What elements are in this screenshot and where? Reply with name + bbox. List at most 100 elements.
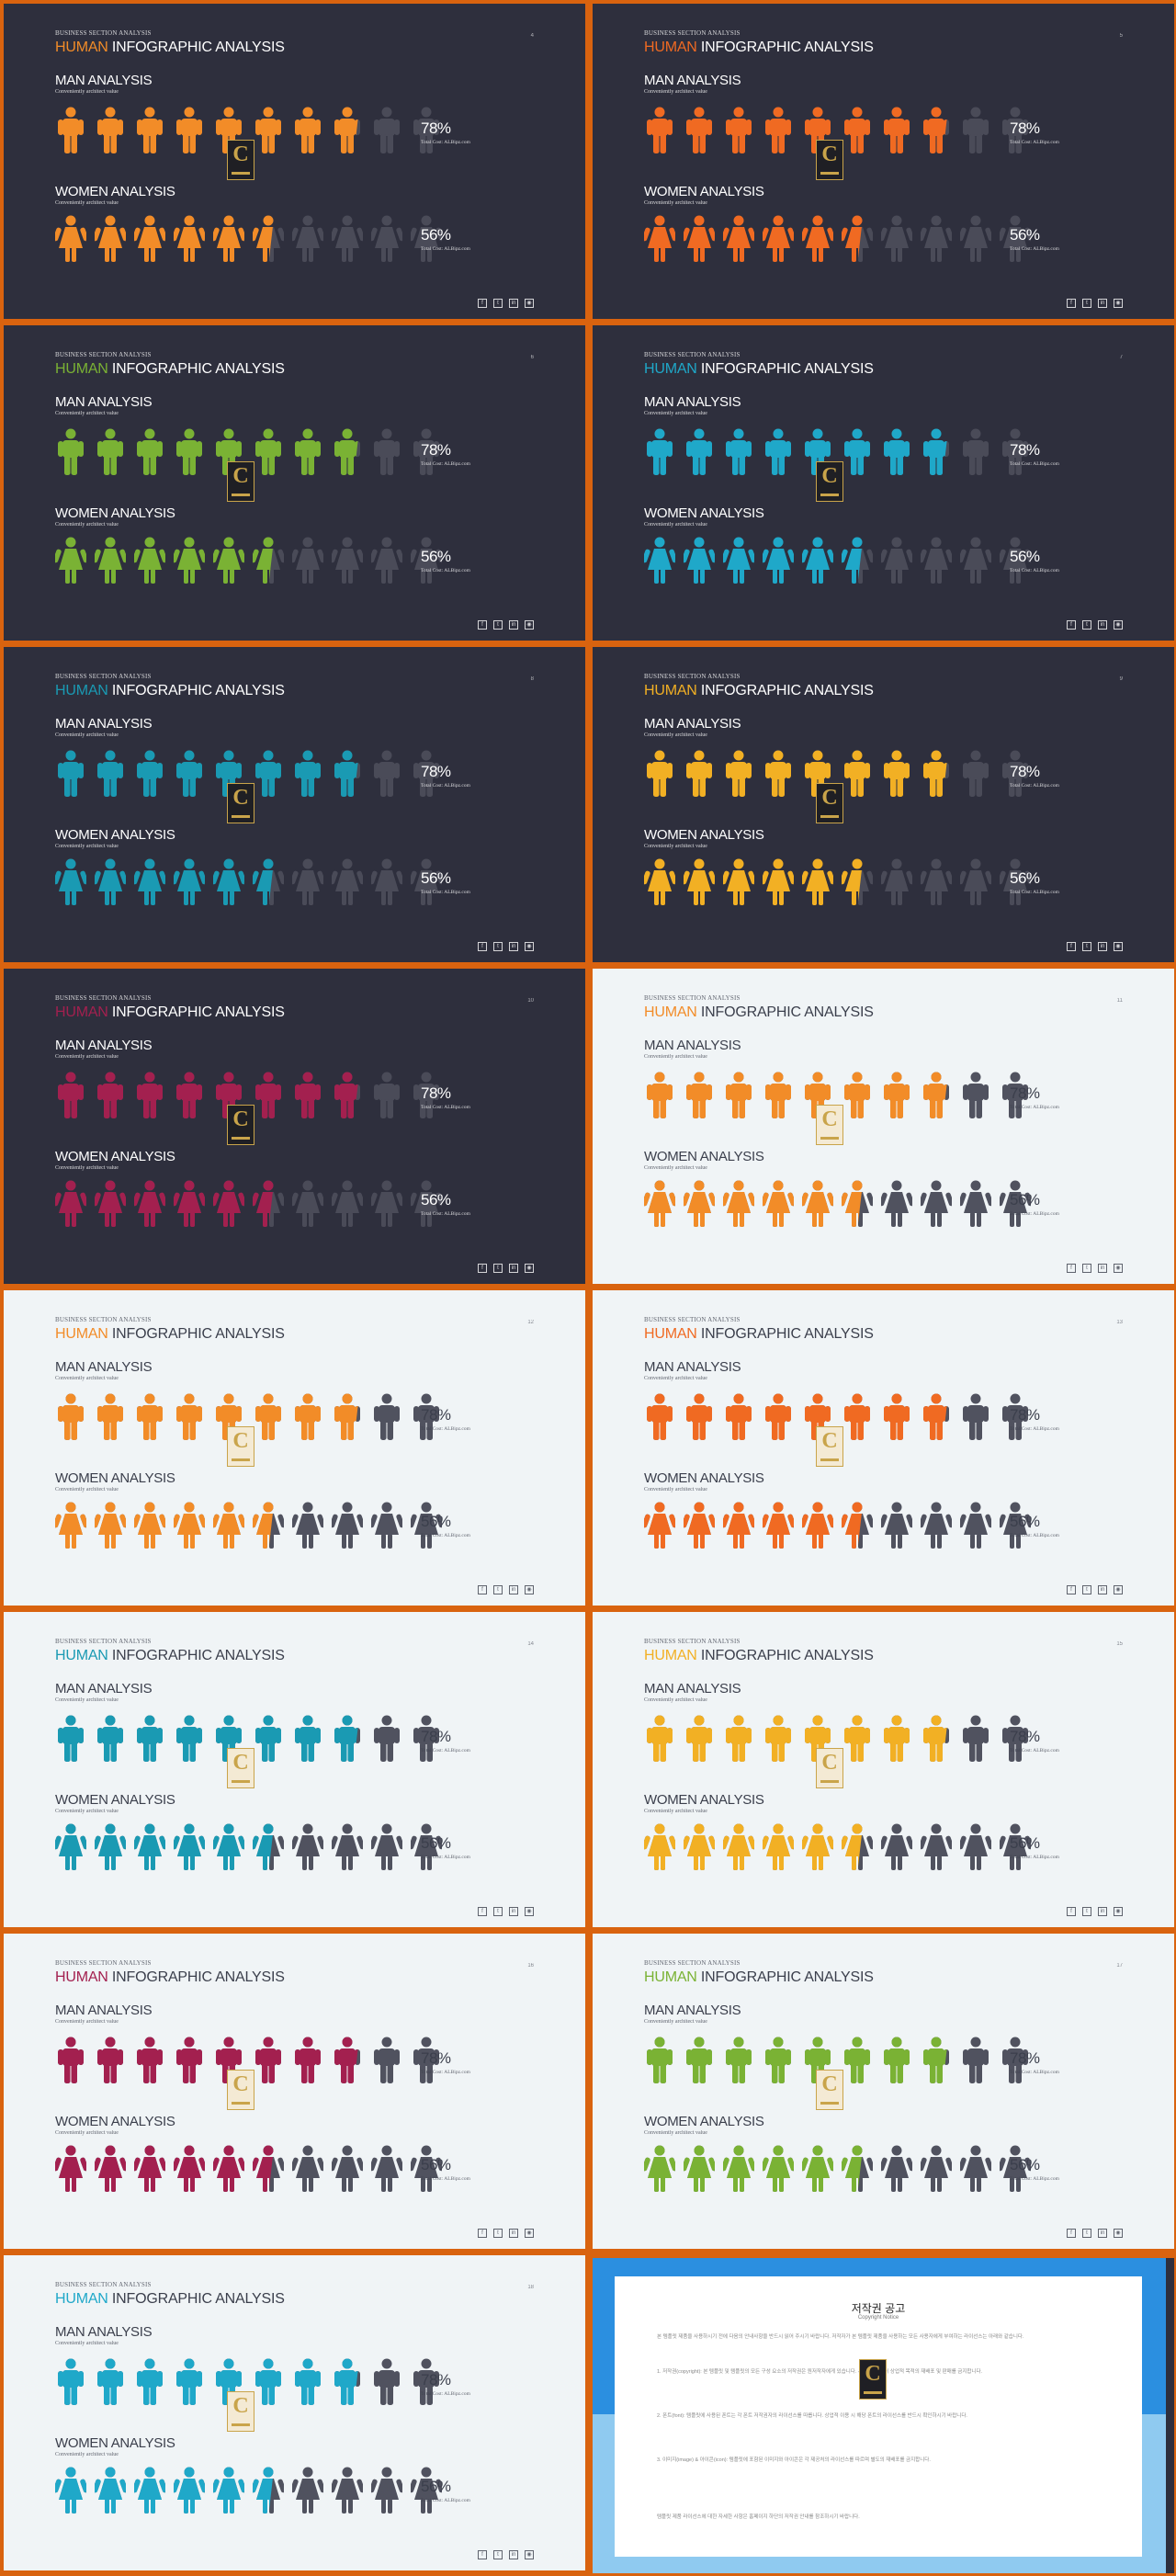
linkedin-icon[interactable]: in xyxy=(509,1907,518,1916)
man-figure-icon xyxy=(844,2037,870,2083)
title-rest: INFOGRAPHIC ANALYSIS xyxy=(700,1004,874,1020)
twitter-icon[interactable]: t xyxy=(1082,299,1091,308)
section-label: BUSINESS SECTION ANALYSIS xyxy=(644,1638,741,1645)
facebook-icon[interactable]: f xyxy=(478,1264,487,1273)
instagram-icon[interactable]: ◉ xyxy=(1114,299,1123,308)
linkedin-icon[interactable]: in xyxy=(509,2229,518,2238)
twitter-icon[interactable]: t xyxy=(493,1585,503,1594)
facebook-icon[interactable]: f xyxy=(1067,942,1076,951)
man-figure-row xyxy=(55,2037,442,2084)
instagram-icon[interactable]: ◉ xyxy=(1114,1585,1123,1594)
facebook-icon[interactable]: f xyxy=(478,1585,487,1594)
section-label: BUSINESS SECTION ANALYSIS xyxy=(644,673,741,680)
facebook-icon[interactable]: f xyxy=(478,2550,487,2559)
twitter-icon[interactable]: t xyxy=(493,2229,503,2238)
woman-figure-icon xyxy=(802,1180,833,1227)
linkedin-icon[interactable]: in xyxy=(509,1585,518,1594)
man-section-subtitle: Conveniently architect value xyxy=(55,2341,119,2346)
instagram-icon[interactable]: ◉ xyxy=(525,620,534,630)
man-figure-icon xyxy=(334,1393,360,1440)
man-section-title: MAN ANALYSIS xyxy=(644,1681,741,1697)
linkedin-icon[interactable]: in xyxy=(1098,1585,1107,1594)
woman-figure-icon xyxy=(332,1823,363,1870)
woman-figure-icon xyxy=(253,1502,284,1549)
linkedin-icon[interactable]: in xyxy=(1098,620,1107,630)
woman-figure-icon xyxy=(842,1180,873,1227)
man-figure-icon xyxy=(647,428,673,475)
linkedin-icon[interactable]: in xyxy=(509,1264,518,1273)
facebook-icon[interactable]: f xyxy=(1067,299,1076,308)
instagram-icon[interactable]: ◉ xyxy=(1114,620,1123,630)
copyright-card: 저작권 공고 Copyright Notice 본 템플릿 제품을 사용하시기 … xyxy=(615,2276,1142,2557)
man-section-subtitle: Conveniently architect value xyxy=(644,411,707,416)
instagram-icon[interactable]: ◉ xyxy=(1114,1907,1123,1916)
man-figure-icon xyxy=(176,428,202,475)
twitter-icon[interactable]: t xyxy=(1082,942,1091,951)
linkedin-icon[interactable]: in xyxy=(1098,942,1107,951)
man-figure-icon xyxy=(923,107,949,153)
twitter-icon[interactable]: t xyxy=(1082,1585,1091,1594)
woman-figure-icon xyxy=(644,858,675,905)
women-figure-row xyxy=(55,1180,442,1228)
social-links: f t in ◉ xyxy=(1067,2229,1123,2238)
facebook-icon[interactable]: f xyxy=(1067,620,1076,630)
twitter-icon[interactable]: t xyxy=(1082,2229,1091,2238)
facebook-icon[interactable]: f xyxy=(478,299,487,308)
facebook-icon[interactable]: f xyxy=(1067,2229,1076,2238)
linkedin-icon[interactable]: in xyxy=(1098,2229,1107,2238)
instagram-icon[interactable]: ◉ xyxy=(525,942,534,951)
woman-figure-icon xyxy=(253,2467,284,2514)
twitter-icon[interactable]: t xyxy=(493,1264,503,1273)
twitter-icon[interactable]: t xyxy=(493,620,503,630)
man-figure-icon xyxy=(884,1393,910,1440)
woman-figure-icon xyxy=(253,2145,284,2192)
instagram-icon[interactable]: ◉ xyxy=(525,2550,534,2559)
women-figure-row xyxy=(644,1823,1031,1871)
man-figure-icon xyxy=(97,428,123,475)
instagram-icon[interactable]: ◉ xyxy=(1114,942,1123,951)
linkedin-icon[interactable]: in xyxy=(1098,1907,1107,1916)
twitter-icon[interactable]: t xyxy=(493,299,503,308)
woman-figure-icon xyxy=(292,215,323,262)
man-total-cost: Total Cost: ALBipz.com xyxy=(421,1105,470,1110)
facebook-icon[interactable]: f xyxy=(1067,1907,1076,1916)
linkedin-icon[interactable]: in xyxy=(509,942,518,951)
instagram-icon[interactable]: ◉ xyxy=(1114,2229,1123,2238)
women-total-cost: Total Cost: ALBipz.com xyxy=(1010,568,1059,573)
linkedin-icon[interactable]: in xyxy=(509,299,518,308)
instagram-icon[interactable]: ◉ xyxy=(525,1264,534,1273)
facebook-icon[interactable]: f xyxy=(478,1907,487,1916)
facebook-icon[interactable]: f xyxy=(478,942,487,951)
instagram-icon[interactable]: ◉ xyxy=(525,1907,534,1916)
women-percentage: 56% xyxy=(1010,226,1040,244)
linkedin-icon[interactable]: in xyxy=(509,620,518,630)
twitter-icon[interactable]: t xyxy=(493,2550,503,2559)
instagram-icon[interactable]: ◉ xyxy=(1114,1264,1123,1273)
man-section-title: MAN ANALYSIS xyxy=(644,2003,741,2018)
man-figure-icon xyxy=(963,2037,989,2083)
copyright-paragraph: 템플릿 제품 라이선스에 대한 자세한 사항은 홈페이지 하단의 저작권 안내를… xyxy=(657,2514,860,2520)
facebook-icon[interactable]: f xyxy=(478,620,487,630)
title-highlight: HUMAN xyxy=(55,2291,108,2307)
twitter-icon[interactable]: t xyxy=(1082,1907,1091,1916)
facebook-icon[interactable]: f xyxy=(1067,1585,1076,1594)
woman-figure-icon xyxy=(292,1502,323,1549)
women-percentage: 56% xyxy=(421,2478,451,2495)
facebook-icon[interactable]: f xyxy=(478,2229,487,2238)
linkedin-icon[interactable]: in xyxy=(509,2550,518,2559)
twitter-icon[interactable]: t xyxy=(493,1907,503,1916)
twitter-icon[interactable]: t xyxy=(493,942,503,951)
man-percentage: 78% xyxy=(1010,1084,1040,1102)
linkedin-icon[interactable]: in xyxy=(1098,299,1107,308)
women-total-cost: Total Cost: ALBipz.com xyxy=(421,2498,470,2503)
instagram-icon[interactable]: ◉ xyxy=(525,2229,534,2238)
linkedin-icon[interactable]: in xyxy=(1098,1264,1107,1273)
woman-figure-icon xyxy=(95,1823,126,1870)
facebook-icon[interactable]: f xyxy=(1067,1264,1076,1273)
twitter-icon[interactable]: t xyxy=(1082,1264,1091,1273)
man-figure-icon xyxy=(884,428,910,475)
instagram-icon[interactable]: ◉ xyxy=(525,1585,534,1594)
twitter-icon[interactable]: t xyxy=(1082,620,1091,630)
instagram-icon[interactable]: ◉ xyxy=(525,299,534,308)
man-percentage: 78% xyxy=(421,1406,451,1424)
